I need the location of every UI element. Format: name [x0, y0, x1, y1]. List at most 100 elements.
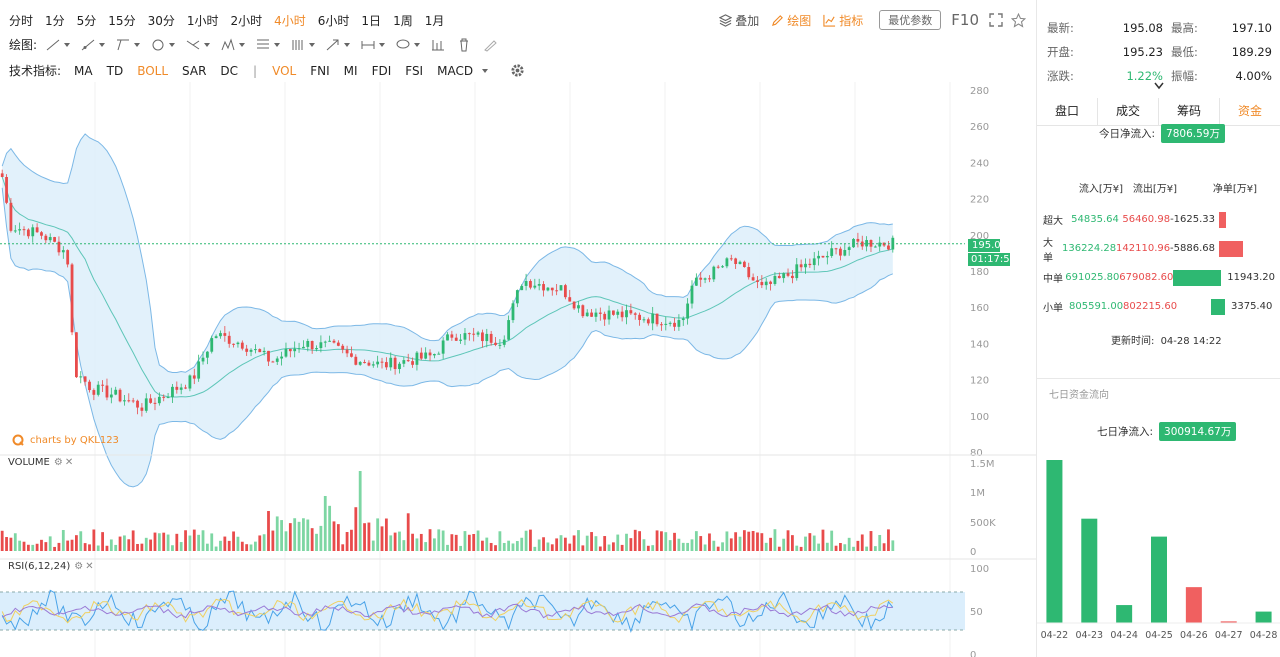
volume-bar — [341, 544, 345, 551]
close-icon[interactable]: ✕ — [85, 561, 94, 572]
tab-3[interactable]: 资金 — [1220, 98, 1280, 125]
volume-bar — [520, 537, 524, 551]
overlay-button[interactable]: 叠加 — [719, 12, 759, 29]
countdown-tag: 01:17:53 — [968, 253, 1016, 266]
indicator-dc[interactable]: DC — [220, 63, 239, 78]
fib-tool[interactable] — [185, 38, 211, 52]
indicator-fdi[interactable]: FDI — [371, 63, 392, 78]
measure-tool[interactable] — [360, 38, 386, 52]
volume-bar — [66, 540, 70, 551]
net-bar — [1219, 240, 1243, 257]
indicator-vol[interactable]: VOL — [272, 63, 297, 78]
timeframe-5[interactable]: 1小时 — [186, 14, 219, 28]
flow-row: 小单 805591.00 802215.60 3375.40 — [1043, 292, 1275, 321]
ray-tool[interactable] — [80, 38, 106, 52]
volume-bar — [590, 532, 593, 551]
shape-tool[interactable] — [150, 38, 176, 52]
candle-body — [188, 375, 192, 389]
settings-icon[interactable]: ⚙ — [74, 561, 84, 572]
candle-body — [572, 301, 576, 309]
indicator-sar[interactable]: SAR — [182, 63, 207, 78]
candle-body — [358, 362, 362, 365]
fib-levels-tool[interactable] — [255, 38, 281, 52]
timeframe-1[interactable]: 1分 — [45, 14, 65, 28]
fullscreen-icon[interactable] — [989, 13, 1003, 27]
volume-bar — [738, 536, 742, 551]
open-label: 开盘: — [1047, 45, 1074, 59]
gann-tool[interactable] — [290, 38, 316, 52]
erase-tool[interactable] — [482, 38, 498, 52]
amplitude-value: 4.00% — [1235, 69, 1272, 83]
bars-icon — [432, 39, 445, 50]
timeframe-6[interactable]: 2小时 — [230, 14, 263, 28]
volume-bar — [214, 546, 218, 551]
timeframe-2[interactable]: 5分 — [76, 14, 97, 28]
volume-bar — [179, 542, 183, 551]
indicator-td[interactable]: TD — [106, 63, 124, 78]
candle-body — [223, 333, 227, 336]
tab-0[interactable]: 盘口 — [1037, 98, 1098, 125]
timeframe-3[interactable]: 15分 — [108, 14, 136, 28]
bars-tool[interactable] — [430, 38, 446, 52]
arrow-tool[interactable] — [325, 38, 351, 52]
tab-1[interactable]: 成交 — [1098, 98, 1159, 125]
candle-body — [131, 400, 135, 402]
tech-indicators-label: 技术指标: — [9, 64, 62, 78]
timeframe-10[interactable]: 1周 — [393, 14, 413, 28]
timeframe-11[interactable]: 1月 — [424, 14, 445, 28]
channel-tool[interactable] — [115, 38, 141, 52]
indicator-fsi[interactable]: FSI — [405, 63, 424, 78]
pattern-tool[interactable] — [220, 37, 246, 52]
indicator-macd[interactable]: MACD — [437, 63, 474, 78]
candlestick-chart[interactable]: 280 260 240 220 200 180 160 140 120 100 801.5M 1M 50… — [0, 82, 1036, 657]
timeframe-7[interactable]: 4小时 — [274, 14, 306, 28]
today-inflow: 今日净流入: 7806.59万 — [1099, 124, 1225, 143]
indicator-button[interactable]: 指标 — [823, 12, 863, 29]
timeframe-0[interactable]: 分时 — [9, 14, 34, 28]
tab-2[interactable]: 筹码 — [1159, 98, 1220, 125]
volume-bar — [415, 538, 419, 551]
gear-icon[interactable] — [510, 63, 525, 78]
volume-bar — [515, 541, 519, 551]
annotation-tool[interactable] — [395, 38, 421, 52]
volume-bar — [476, 530, 480, 551]
close-icon[interactable]: ✕ — [64, 457, 74, 468]
settings-icon[interactable]: ⚙ — [53, 457, 63, 468]
volume-bar — [9, 537, 13, 551]
more-indicators-caret[interactable] — [482, 68, 489, 73]
candle-body — [114, 389, 118, 395]
volume-bar — [581, 545, 585, 551]
line-tool[interactable] — [45, 38, 71, 52]
expand-chevron-icon[interactable] — [1153, 81, 1165, 91]
price-tick: 140 — [970, 339, 989, 350]
volume-bar — [542, 537, 545, 551]
candle-body — [323, 341, 327, 343]
star-icon[interactable] — [1011, 12, 1026, 28]
volume-bar — [232, 531, 235, 551]
candle-body — [310, 340, 314, 350]
rsi-tick: 0 — [970, 650, 976, 657]
optimal-params-button[interactable]: 最优参数 — [879, 10, 942, 30]
update-time: 更新时间: 04-28 14:22 — [1111, 332, 1222, 347]
volume-bar — [118, 536, 122, 551]
indicator-fni[interactable]: FNI — [310, 63, 330, 78]
draw-button[interactable]: 绘图 — [771, 12, 811, 29]
volume-bar — [694, 531, 698, 551]
f10-button[interactable]: F10 — [951, 11, 979, 29]
timeframe-9[interactable]: 1日 — [361, 14, 382, 28]
indicator-mi[interactable]: MI — [343, 63, 358, 78]
flow-day-label: 04-28 — [1250, 630, 1278, 641]
candle-body — [878, 242, 882, 247]
volume-bar — [664, 532, 668, 551]
candle-body — [498, 344, 502, 346]
volume-bar — [336, 524, 340, 551]
volume-bar — [188, 535, 192, 551]
candle-body — [406, 360, 410, 362]
indicator-ma[interactable]: MA — [74, 63, 93, 78]
timeframe-4[interactable]: 30分 — [147, 14, 175, 28]
timeframe-8[interactable]: 6小时 — [317, 14, 350, 28]
price-tick: 240 — [970, 158, 989, 169]
delete-tool[interactable] — [456, 38, 472, 52]
volume-bar — [302, 518, 305, 551]
indicator-boll[interactable]: BOLL — [137, 63, 169, 78]
